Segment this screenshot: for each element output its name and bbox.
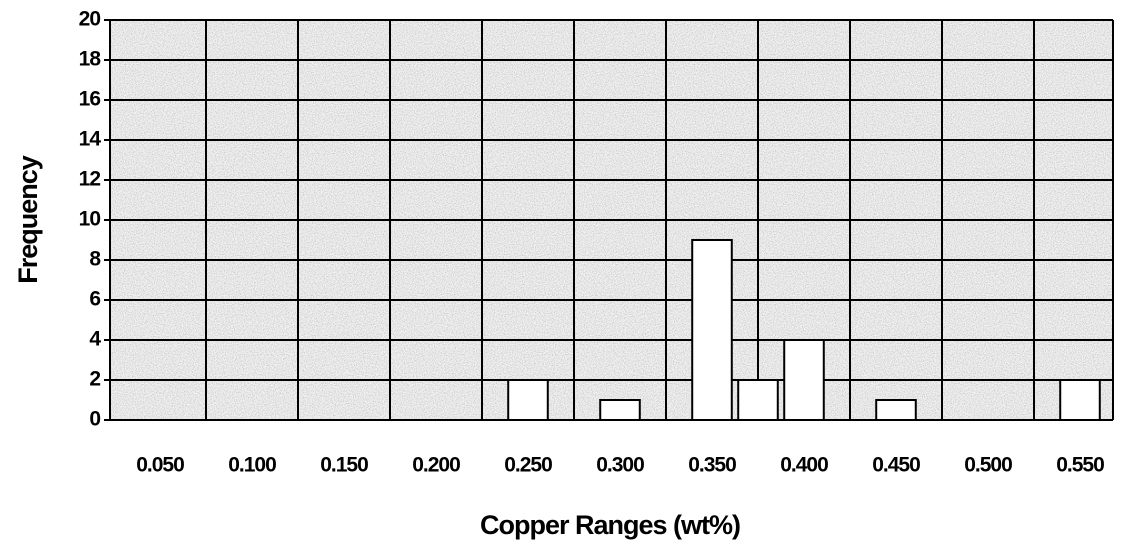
- bar: [783, 339, 825, 421]
- x-tick-label: 0.100: [228, 454, 276, 477]
- x-tick-label: 0.050: [136, 454, 184, 477]
- y-tick-label: 20: [79, 8, 101, 31]
- x-tick-label: 0.150: [320, 454, 368, 477]
- bar: [1059, 379, 1101, 421]
- x-tick-label: 0.350: [688, 454, 736, 477]
- y-tick-label: 4: [89, 328, 101, 351]
- x-tick-label: 0.200: [412, 454, 460, 477]
- y-tick-label: 6: [89, 288, 100, 311]
- x-tick-label: 0.500: [964, 454, 1012, 477]
- y-tick-label: 10: [79, 208, 101, 231]
- x-tick-label: 0.300: [596, 454, 644, 477]
- bar: [599, 399, 641, 421]
- bar: [737, 379, 779, 421]
- bar: [691, 239, 733, 421]
- bar: [875, 399, 917, 421]
- bar: [507, 379, 549, 421]
- y-tick-label: 0: [89, 408, 100, 431]
- y-axis-label: Frequency: [13, 155, 43, 284]
- y-tick-label: 12: [79, 168, 101, 191]
- x-axis-label: Copper Ranges (wt%): [480, 510, 740, 540]
- x-tick-label: 0.250: [504, 454, 552, 477]
- x-tick-label: 0.400: [780, 454, 828, 477]
- y-tick-label: 18: [79, 48, 102, 71]
- y-tick-label: 8: [89, 248, 101, 271]
- x-tick-label: 0.550: [1056, 454, 1104, 477]
- y-tick-label: 14: [79, 128, 102, 151]
- y-tick-label: 2: [89, 368, 100, 391]
- y-tick-label: 16: [79, 88, 101, 111]
- x-tick-label: 0.450: [872, 454, 920, 477]
